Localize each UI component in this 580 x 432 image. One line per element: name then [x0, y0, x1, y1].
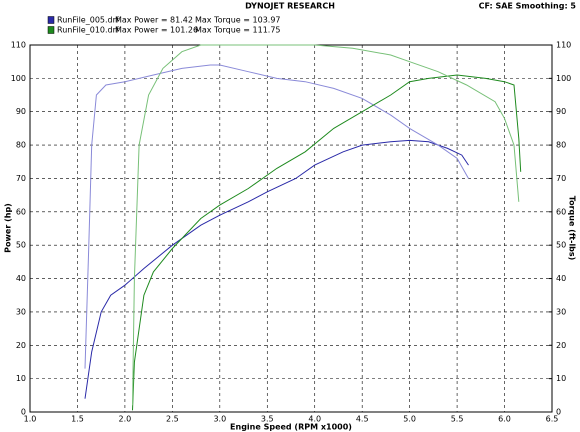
y2-tick-label: 90	[556, 107, 566, 116]
y2-tick-label: 40	[556, 274, 566, 283]
series-line	[84, 64, 469, 369]
legend-power: Max Power = 101.26	[115, 26, 198, 35]
x-tick-label: 5.5	[451, 415, 464, 424]
series-line	[132, 44, 520, 406]
y2-tick-label: 50	[556, 241, 566, 250]
y-tick-label: 50	[16, 241, 26, 250]
y-tick-label: 0	[21, 408, 26, 417]
y2-tick-label: 80	[556, 141, 566, 150]
y2-tick-label: 110	[556, 41, 571, 50]
x-tick-label: 4.5	[356, 415, 369, 424]
x-tick-label: 1.5	[71, 415, 84, 424]
y2-tick-label: 0	[556, 408, 561, 417]
legend-swatch	[47, 16, 55, 24]
x-tick-label: 3.0	[213, 415, 226, 424]
y-tick-label: 40	[16, 274, 26, 283]
x-axis-title: Engine Speed (RPM x1000)	[230, 423, 352, 432]
legend-file: RunFile_005.drf	[57, 16, 119, 25]
legend-swatch	[47, 26, 55, 34]
x-tick-label: 6.0	[498, 415, 511, 424]
y2-tick-label: 100	[556, 74, 571, 83]
x-tick-label: 6.5	[546, 415, 559, 424]
x-tick-label: 5.0	[403, 415, 416, 424]
y-tick-label: 30	[16, 307, 26, 316]
y2-tick-label: 70	[556, 174, 566, 183]
y2-axis-title: Torque (ft-lbs)	[568, 196, 577, 261]
y-tick-label: 90	[16, 107, 26, 116]
series-line	[132, 74, 522, 411]
x-tick-label: 4.0	[308, 415, 321, 424]
y-tick-label: 60	[16, 207, 26, 216]
x-tick-label: 1.0	[24, 415, 37, 424]
y2-tick-label: 30	[556, 307, 566, 316]
legend-torque: Max Torque = 111.75	[195, 26, 281, 35]
y2-tick-label: 60	[556, 207, 566, 216]
legend-file: RunFile_010.drf	[57, 26, 119, 35]
y2-tick-label: 10	[556, 374, 566, 383]
x-tick-label: 3.5	[261, 415, 274, 424]
x-tick-label: 2.0	[119, 415, 132, 424]
y-tick-label: 80	[16, 141, 26, 150]
chart-subtitle: CF: SAE Smoothing: 5	[479, 2, 577, 11]
y-axis-title: Power (hp)	[4, 203, 13, 253]
y-tick-label: 70	[16, 174, 26, 183]
series-line	[84, 139, 469, 399]
y2-tick-label: 20	[556, 341, 566, 350]
y-tick-label: 110	[11, 41, 26, 50]
chart-title: DYNOJET RESEARCH	[245, 2, 335, 11]
legend-torque: Max Torque = 103.97	[195, 16, 281, 25]
y-tick-label: 100	[11, 74, 26, 83]
x-tick-label: 2.5	[166, 415, 179, 424]
plot-frame	[29, 44, 553, 413]
y-tick-label: 20	[16, 341, 26, 350]
legend-power: Max Power = 81.42	[115, 16, 193, 25]
y-tick-label: 10	[16, 374, 26, 383]
